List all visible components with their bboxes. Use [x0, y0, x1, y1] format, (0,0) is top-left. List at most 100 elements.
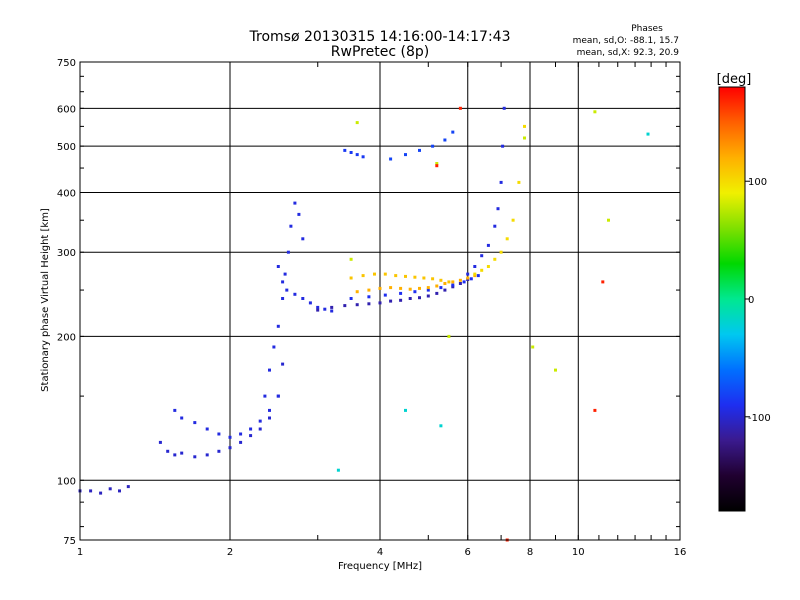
data-point	[418, 148, 421, 152]
data-point	[523, 136, 526, 140]
data-point	[531, 345, 535, 349]
data-point	[367, 302, 371, 306]
data-point	[435, 164, 439, 168]
data-point	[239, 432, 243, 436]
data-point	[378, 301, 382, 305]
data-point	[108, 487, 112, 491]
data-point	[593, 110, 597, 114]
data-point	[408, 287, 412, 291]
data-point	[349, 276, 353, 280]
data-point	[316, 308, 320, 312]
x-tick-label: 4	[377, 547, 383, 558]
data-point	[399, 286, 403, 290]
data-point	[426, 288, 430, 292]
data-point	[443, 282, 447, 285]
data-point	[607, 218, 610, 222]
data-point	[205, 453, 209, 457]
data-point	[286, 250, 290, 254]
data-point	[473, 272, 477, 276]
data-point	[301, 237, 305, 241]
data-point	[173, 408, 177, 412]
data-point	[228, 435, 232, 439]
data-point	[367, 295, 371, 299]
data-point	[601, 280, 605, 284]
data-point	[523, 124, 526, 128]
data-point	[272, 345, 276, 349]
data-point	[443, 288, 447, 292]
colorbar	[718, 86, 746, 512]
data-point	[447, 280, 451, 284]
data-point	[439, 286, 443, 290]
data-point	[316, 305, 320, 309]
data-point	[458, 106, 462, 110]
chart-subtitle: RwPretec (8p)	[331, 44, 429, 60]
data-point	[367, 288, 371, 292]
data-point	[276, 265, 280, 268]
y-axis-ticks: 75 100 200 300 400 500 600 750	[57, 58, 680, 547]
data-point	[297, 212, 301, 216]
data-point	[413, 290, 417, 294]
data-point	[466, 276, 470, 280]
data-point	[646, 132, 650, 136]
y-tick-label: 75	[63, 536, 76, 547]
data-point	[499, 250, 503, 254]
data-point	[180, 451, 184, 455]
data-point	[493, 257, 497, 261]
data-point	[399, 298, 403, 302]
data-point	[281, 280, 285, 284]
data-point	[349, 257, 353, 261]
data-point	[458, 278, 462, 282]
data-point	[258, 419, 262, 423]
grid	[80, 62, 680, 540]
data-point	[349, 151, 353, 154]
y-tick-label: 400	[57, 188, 76, 199]
data-point	[426, 286, 430, 290]
data-point	[249, 434, 253, 438]
data-point	[466, 272, 470, 276]
data-point	[217, 449, 221, 453]
data-point	[276, 324, 280, 328]
data-point	[447, 334, 451, 338]
data-point	[263, 394, 267, 398]
data-point	[158, 440, 162, 444]
data-point	[89, 489, 93, 493]
data-point	[378, 286, 382, 290]
data-point	[99, 491, 103, 495]
data-point	[361, 274, 365, 278]
data-point	[435, 284, 439, 288]
data-point	[118, 489, 121, 493]
y-tick-label: 750	[57, 58, 76, 69]
data-point	[283, 272, 287, 276]
data-point	[126, 485, 130, 489]
data-point	[249, 427, 253, 431]
x-axis-ticks: 1 2 4 6 8 10 16	[77, 62, 687, 558]
data-point	[422, 276, 426, 280]
data-point	[505, 237, 509, 241]
data-point	[308, 301, 312, 305]
data-point	[285, 288, 289, 292]
data-point	[258, 427, 262, 431]
data-point	[343, 304, 347, 308]
data-point	[180, 416, 184, 420]
data-point	[431, 277, 435, 281]
data-point	[217, 432, 221, 436]
data-point	[173, 453, 177, 457]
colorbar-label: [deg]	[717, 72, 752, 87]
x-tick-label: 1	[77, 547, 83, 558]
data-point	[469, 277, 473, 281]
data-point	[431, 144, 435, 148]
data-point	[499, 180, 503, 184]
x-tick-label: 2	[227, 547, 233, 558]
data-point	[486, 243, 490, 247]
data-point	[239, 440, 243, 444]
stats-x-line: mean, sd,X: 92.3, 20.9	[577, 48, 680, 58]
data-point	[289, 224, 293, 228]
data-point	[435, 291, 439, 295]
data-point	[486, 265, 490, 268]
data-point	[399, 291, 403, 295]
x-tick-label: 16	[674, 547, 687, 558]
data-point	[301, 297, 305, 300]
data-point	[193, 455, 197, 459]
data-point	[330, 305, 334, 309]
